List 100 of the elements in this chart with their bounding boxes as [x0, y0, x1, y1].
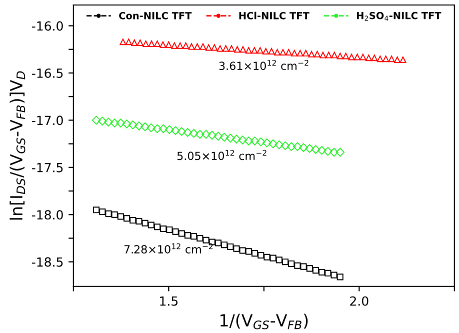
point [318, 268, 326, 276]
point [122, 120, 132, 128]
point [268, 139, 278, 148]
point [196, 234, 204, 242]
point [282, 258, 289, 266]
point [117, 213, 124, 220]
point [324, 146, 332, 156]
point [325, 52, 332, 58]
point [165, 125, 174, 134]
y-tick-label: -17.0 [32, 116, 63, 126]
point [200, 43, 206, 50]
point [110, 118, 119, 128]
point [238, 136, 248, 144]
point [190, 233, 198, 240]
point [125, 38, 132, 46]
point [365, 54, 372, 62]
y-tick-label: -17.5 [32, 163, 63, 172]
legend-label: H$_{2}$SO$_{4}$-NILC TFT [356, 12, 442, 21]
point [394, 56, 401, 64]
point [239, 247, 246, 254]
point [288, 260, 295, 267]
point [171, 126, 180, 135]
point [400, 56, 406, 64]
point [233, 245, 240, 252]
point [302, 50, 310, 56]
point [99, 208, 106, 216]
point [305, 144, 314, 153]
point [262, 138, 272, 148]
point [256, 138, 266, 146]
point [134, 121, 144, 130]
x-tick-label: 2.0 [350, 296, 368, 306]
point [336, 148, 345, 157]
point [388, 56, 395, 62]
point [158, 124, 168, 134]
x-tick-label: 1.5 [160, 296, 178, 306]
point [214, 240, 222, 246]
point [286, 142, 296, 152]
point [293, 142, 302, 152]
point [228, 45, 235, 52]
point [220, 132, 229, 142]
point [256, 47, 264, 54]
point [317, 146, 326, 155]
point [294, 262, 301, 269]
point [124, 215, 130, 222]
point [280, 141, 290, 150]
point [211, 44, 218, 51]
point [348, 54, 355, 60]
point [274, 48, 281, 56]
point [160, 41, 166, 48]
point [296, 50, 304, 56]
point [146, 123, 156, 132]
point [360, 54, 366, 60]
y-tick-label: -18.0 [32, 210, 63, 220]
point [250, 136, 260, 146]
point [264, 254, 270, 260]
legend-label: Con-NILC TFT [119, 12, 192, 20]
y-axis-title: ln[I$_{DS}$/(V$_{GS}$-V$_{FB}$)]V$_{D}$ [10, 71, 26, 220]
point [208, 130, 217, 140]
point [172, 228, 179, 235]
point [371, 54, 378, 62]
point [336, 274, 344, 280]
point [92, 116, 101, 125]
point [116, 118, 126, 128]
point [226, 134, 235, 143]
point [154, 40, 161, 47]
point [300, 263, 307, 270]
point [251, 47, 258, 54]
point [176, 42, 184, 49]
point [154, 224, 161, 230]
point [245, 248, 252, 255]
point [227, 243, 234, 250]
point [128, 120, 138, 130]
point [221, 242, 228, 248]
point [93, 206, 100, 214]
point [136, 218, 142, 224]
point [354, 54, 361, 60]
point [311, 145, 320, 154]
legend-label: HCl-NILC TFT [239, 12, 310, 20]
point [262, 48, 270, 55]
point [299, 143, 308, 152]
point [314, 50, 321, 58]
point [148, 40, 155, 47]
point [196, 130, 204, 139]
point [120, 38, 126, 46]
point [140, 122, 150, 132]
point [202, 130, 210, 139]
point [98, 116, 107, 126]
point [165, 41, 172, 48]
point [306, 265, 313, 272]
point [252, 250, 258, 257]
point [245, 47, 252, 54]
point [171, 42, 178, 49]
point [270, 254, 276, 262]
point [312, 267, 319, 274]
point [177, 127, 186, 136]
point [160, 226, 167, 232]
point [184, 232, 191, 239]
point [188, 43, 195, 50]
point [258, 252, 264, 258]
point [276, 256, 282, 264]
